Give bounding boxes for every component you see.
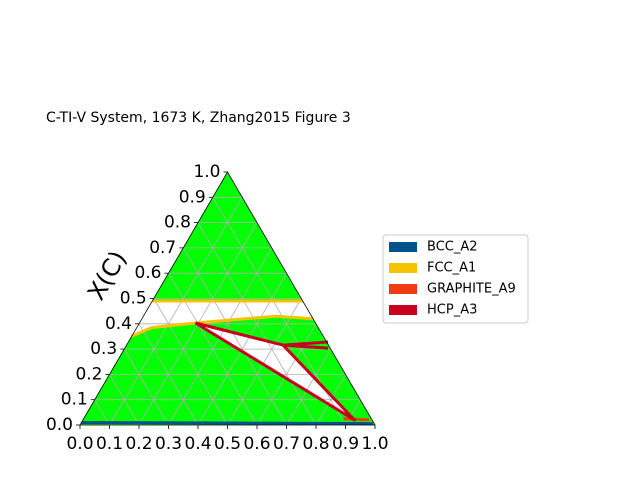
grid-line [138, 323, 199, 426]
y-tick-label: 1.0 [193, 162, 220, 182]
grid-line [123, 348, 169, 426]
x-tick-label: 0.9 [332, 434, 359, 454]
y-tick-label: 0.9 [179, 187, 206, 207]
grid-line [227, 298, 302, 426]
y-tick-label: 0.6 [134, 263, 161, 283]
x-tick-label: 0.0 [66, 434, 93, 454]
phase-boundary [130, 299, 314, 338]
grid-line [168, 272, 258, 426]
grid-line [182, 247, 287, 426]
grid-line [153, 298, 228, 426]
legend-label: HCP_A3 [427, 303, 477, 318]
legend-swatch [389, 305, 417, 315]
chart-title: C-TI-V System, 1673 K, Zhang2015 Figure … [46, 110, 351, 126]
x-tick-label: 0.7 [273, 434, 300, 454]
y-tick-label: 0.1 [61, 390, 88, 410]
x-tick-label: 0.3 [155, 434, 182, 454]
legend-swatch [389, 284, 417, 294]
x-tick-label: 0.5 [214, 434, 241, 454]
y-tick-label: 0.3 [90, 339, 117, 359]
x-tick-label: 0.8 [302, 434, 329, 454]
legend-label: BCC_A2 [427, 240, 478, 255]
y-tick-label: 0.5 [120, 289, 147, 309]
y-tick-label: 0.8 [164, 213, 191, 233]
legend-frame [382, 234, 529, 324]
x-tick-label: 0.4 [184, 434, 211, 454]
legend-label: GRAPHITE_A9 [427, 282, 516, 297]
legend-swatch [389, 242, 417, 252]
y-tick-label: 0.0 [46, 415, 73, 435]
legend-label: FCC_A1 [427, 261, 476, 276]
x-tick-label: 0.6 [243, 434, 270, 454]
legend: BCC_A2 FCC_A1 GRAPHITE_A9 HCP_A3 [382, 234, 529, 324]
y-tick-label: 0.4 [105, 314, 132, 334]
phase-boundary [194, 321, 356, 422]
phase-boundary [81, 421, 373, 426]
grid-line [109, 374, 140, 426]
grid-line [286, 348, 332, 426]
x-tick-label: 0.2 [125, 434, 152, 454]
grid-line [197, 222, 317, 426]
grid-line [109, 197, 243, 426]
grid-line [94, 399, 110, 426]
phase-boundary [343, 417, 370, 422]
grid-line [345, 399, 361, 426]
y-tick-label: 0.7 [149, 238, 176, 258]
x-tick-label: 1.0 [361, 434, 388, 454]
y-tick-label: 0.2 [75, 364, 102, 384]
legend-swatch [389, 263, 417, 273]
x-tick-label: 0.1 [96, 434, 123, 454]
